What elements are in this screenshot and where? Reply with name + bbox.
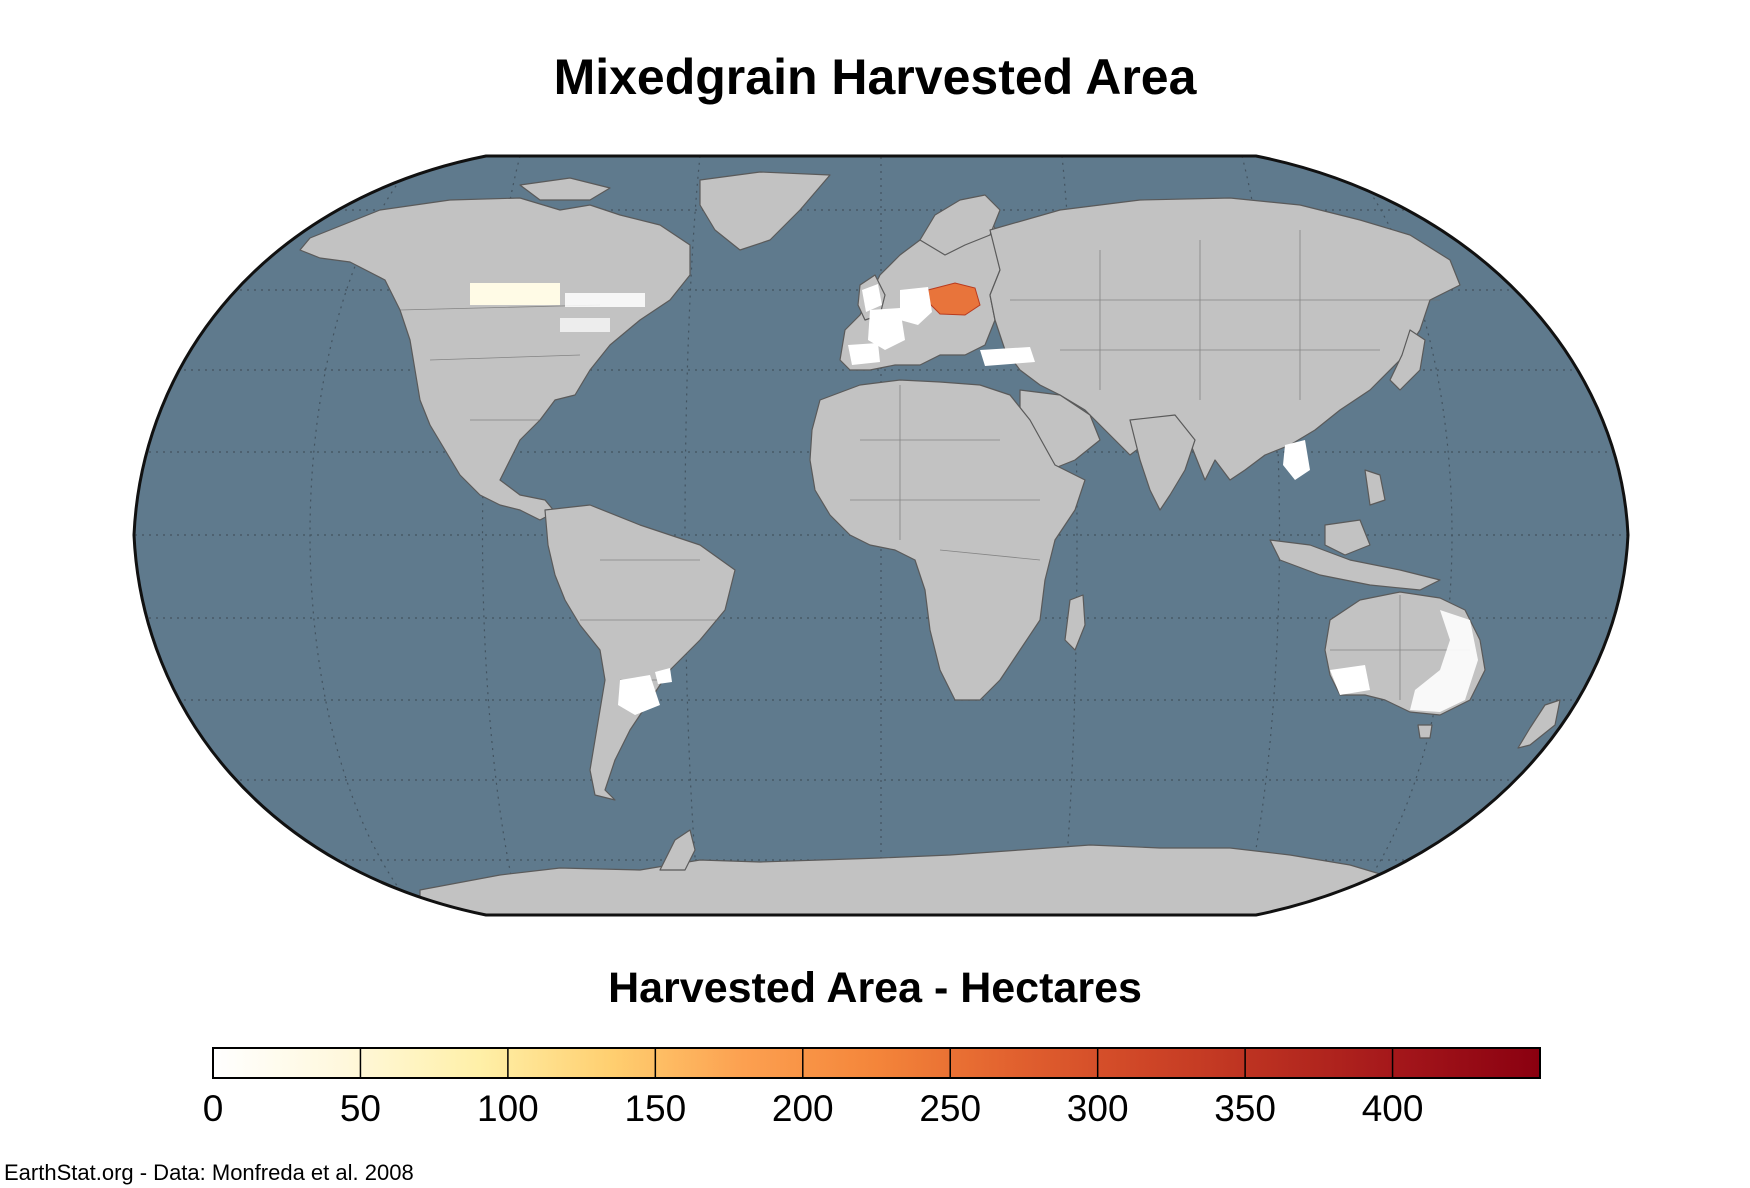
data-layer bbox=[470, 282, 1478, 715]
south-america bbox=[544, 504, 736, 801]
data-germany bbox=[900, 287, 932, 325]
legend-tick-label: 250 bbox=[919, 1088, 981, 1129]
data-eastern-canada bbox=[565, 293, 645, 307]
legend-tick-label: 150 bbox=[624, 1088, 686, 1129]
legend-tick-label: 100 bbox=[477, 1088, 539, 1129]
legend-title: Harvested Area - Hectares bbox=[608, 964, 1142, 1012]
antarctic-peninsula bbox=[659, 829, 696, 871]
arctic-islands bbox=[519, 177, 611, 201]
japan bbox=[1389, 329, 1426, 391]
data-western-australia bbox=[1330, 665, 1370, 695]
data-argentina bbox=[618, 675, 660, 715]
philippines bbox=[1364, 469, 1386, 506]
borneo bbox=[1324, 519, 1371, 556]
legend-colorbar bbox=[212, 1047, 1541, 1079]
legend-tick-label: 350 bbox=[1214, 1088, 1276, 1129]
map-title: Mixedgrain Harvested Area bbox=[553, 49, 1197, 105]
india bbox=[1129, 414, 1196, 511]
tasmania bbox=[1417, 724, 1433, 739]
legend-tick-label: 400 bbox=[1362, 1088, 1424, 1129]
new-zealand bbox=[1517, 699, 1561, 749]
data-uk bbox=[862, 284, 882, 312]
asia bbox=[989, 197, 1461, 481]
data-canadian-prairies bbox=[470, 283, 560, 305]
legend-bar bbox=[212, 1047, 1541, 1079]
indonesia bbox=[1269, 539, 1441, 591]
globe-outline bbox=[132, 154, 1630, 917]
legend-tick-label: 0 bbox=[203, 1088, 224, 1129]
legend-tick-labels: 0 50 100 150 200 250 300 350 400 bbox=[203, 1088, 1424, 1129]
north-america bbox=[299, 197, 691, 521]
data-eastern-australia bbox=[1410, 610, 1478, 712]
source-credit: EarthStat.org - Data: Monfreda et al. 20… bbox=[4, 1160, 414, 1185]
data-france bbox=[868, 308, 905, 350]
greenland bbox=[699, 171, 831, 251]
graticule bbox=[134, 156, 1628, 915]
legend-tick-label: 200 bbox=[772, 1088, 834, 1129]
data-turkey bbox=[980, 347, 1035, 366]
legend-tick-label: 50 bbox=[340, 1088, 381, 1129]
data-poland bbox=[927, 282, 981, 316]
data-uruguay bbox=[655, 668, 672, 684]
land-masses bbox=[299, 171, 1561, 915]
data-thailand bbox=[1283, 440, 1310, 480]
scandinavia bbox=[919, 194, 1001, 256]
data-spain bbox=[848, 343, 880, 365]
madagascar bbox=[1064, 594, 1086, 651]
legend-tick-label: 300 bbox=[1067, 1088, 1129, 1129]
data-ontario bbox=[560, 318, 610, 332]
africa bbox=[809, 379, 1086, 701]
